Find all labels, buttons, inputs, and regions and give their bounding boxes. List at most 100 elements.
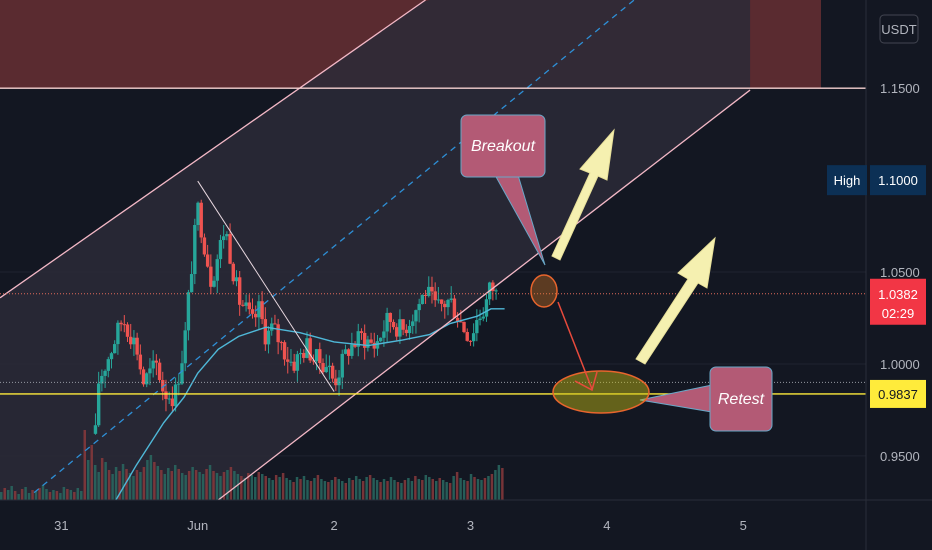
volume-bar	[170, 471, 173, 500]
candle	[372, 342, 376, 349]
breakout-circle	[530, 274, 558, 308]
volume-bar	[24, 487, 27, 500]
last-price-value: 1.0382	[878, 287, 918, 302]
candle	[414, 310, 418, 322]
retest-callout-box	[709, 366, 773, 432]
candle	[398, 319, 402, 337]
candle	[411, 321, 415, 326]
candle	[93, 425, 98, 434]
volume-bar	[167, 468, 170, 500]
volume-bar	[448, 483, 452, 500]
volume-bar	[347, 478, 351, 500]
volume-bar	[146, 460, 149, 500]
volume-bar	[267, 478, 271, 500]
candle	[385, 312, 389, 332]
candle	[266, 330, 271, 345]
retest-up-arrow	[635, 236, 716, 365]
candle	[196, 202, 200, 225]
candle	[353, 344, 357, 347]
volume-bar	[351, 480, 354, 500]
volume-bar	[313, 478, 316, 500]
breakout-label: Breakout	[471, 138, 536, 155]
volume-bar	[222, 472, 226, 500]
candle	[151, 360, 155, 369]
volume-bar	[41, 485, 45, 500]
candle	[257, 301, 261, 318]
volume-bar	[274, 475, 278, 500]
volume-bar	[487, 476, 490, 500]
volume-bar	[76, 488, 80, 500]
candle	[241, 304, 245, 306]
candle	[263, 319, 268, 345]
candle	[311, 360, 316, 362]
candle	[478, 318, 482, 321]
volume-bar	[344, 483, 347, 500]
volume-bar	[334, 477, 337, 500]
candle	[96, 383, 101, 426]
x-tick-label: 31	[54, 518, 68, 533]
candle	[494, 290, 498, 292]
x-tick-label: 3	[467, 518, 474, 533]
level-price-value: 0.9837	[878, 387, 918, 402]
candle	[340, 353, 344, 378]
candle	[433, 291, 437, 301]
volume-bar	[483, 478, 487, 500]
candle	[491, 282, 495, 292]
volume-bar	[264, 476, 267, 500]
candle	[378, 337, 383, 342]
candle	[154, 360, 159, 363]
channel-lower-line	[217, 89, 751, 501]
candle	[237, 277, 242, 305]
currency-label[interactable]: USDT	[881, 22, 916, 37]
candle	[260, 301, 264, 320]
retest-callout-tail	[639, 384, 713, 413]
volume-bar	[184, 475, 187, 500]
volume-bar	[45, 489, 48, 500]
volume-bar	[59, 493, 62, 500]
volume-bar	[257, 472, 260, 500]
candle	[186, 292, 191, 331]
candle	[202, 237, 207, 255]
candle	[395, 327, 399, 337]
candle	[180, 363, 184, 384]
volume-bar	[462, 480, 466, 500]
last-price-tag	[870, 278, 926, 325]
moving-average-line	[115, 308, 505, 501]
volume-bar	[365, 477, 368, 500]
volume-bar	[428, 477, 431, 500]
volume-bar	[142, 467, 146, 500]
volume-bar	[358, 479, 361, 500]
volume-bar	[400, 483, 403, 500]
candle	[247, 302, 251, 310]
candle	[273, 323, 277, 325]
volume-bar	[327, 482, 330, 500]
volume-bar	[111, 474, 114, 500]
candle	[462, 321, 466, 333]
volume-bar	[354, 476, 358, 500]
candle	[292, 361, 296, 371]
volume-bar	[69, 490, 73, 500]
candle	[401, 319, 405, 330]
candle	[173, 384, 178, 407]
volume-bar	[393, 480, 396, 500]
volume-bar	[361, 481, 365, 500]
volume-bar	[205, 469, 208, 500]
candle	[382, 331, 386, 338]
volume-bar	[93, 465, 97, 500]
candle	[183, 330, 187, 364]
volume-bar	[180, 473, 184, 500]
volume-bar	[83, 430, 86, 500]
candle	[468, 340, 473, 342]
candle	[254, 313, 258, 318]
candle	[439, 299, 444, 304]
volume-bar	[208, 465, 212, 500]
currency-box[interactable]	[879, 14, 919, 44]
volume-bar	[52, 490, 55, 500]
candle	[375, 341, 380, 349]
volume-bar	[396, 482, 400, 500]
candle	[455, 317, 460, 322]
volume-bar	[438, 478, 441, 500]
candle	[177, 383, 181, 385]
